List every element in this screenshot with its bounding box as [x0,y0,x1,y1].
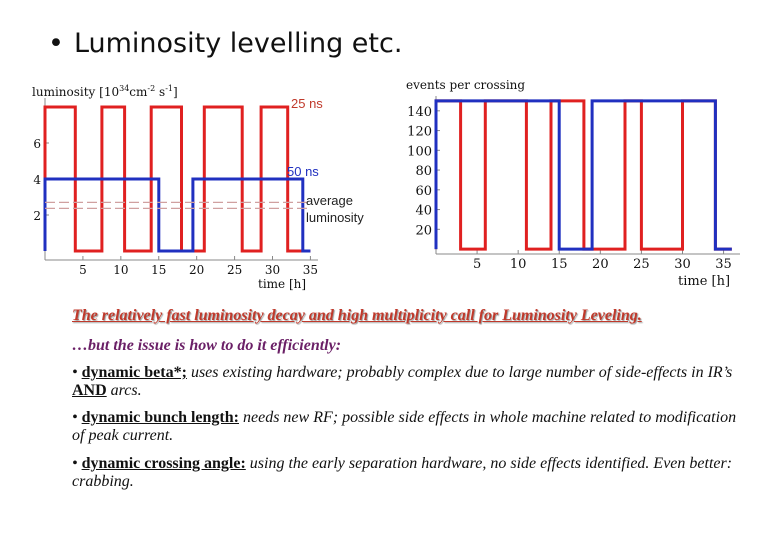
series-50-ns [434,99,732,251]
x-tick-label: 5 [473,257,481,272]
note-item-beta: • dynamic beta*; uses existing hardware;… [72,364,733,399]
y-tick-label: 120 [407,125,432,140]
x-tick-label: 30 [674,257,691,272]
notes-subline: …but the issue is how to do it efficient… [72,337,342,354]
luminosity-chart: luminosity [1034cm-2 s-1] time [h] 5 10 15… [32,84,318,291]
y-tick-label: 40 [415,204,432,219]
chart1-xlabel: time [h] [258,277,306,291]
series-50-ns [43,177,311,253]
x-tick-label: 10 [113,263,128,277]
y-tick-label: 100 [407,144,432,159]
title-bullet: • [48,28,64,59]
y-tick-label: 6 [33,137,41,151]
y-tick-label: 4 [33,173,41,187]
y-tick-label: 140 [407,105,432,120]
series-25-ns [43,105,311,253]
x-tick-label: 25 [633,257,650,272]
events-chart: events per crossing time [h] 5 10 15 20 25 30… [406,78,740,289]
label-average-luminosity: average luminosity [306,193,364,225]
x-tick-label: 20 [592,257,609,272]
chart1-ylabel: luminosity [1034cm-2 s-1] [32,84,178,99]
note-item-crossing-angle: • dynamic crossing angle: using the earl… [72,455,733,490]
note-item-bunch-length: • dynamic bunch length: needs new RF; po… [72,409,737,444]
y-tick-label: 20 [415,223,432,238]
note-key-bunch-length: dynamic bunch length: [81,409,239,426]
x-tick-label: 15 [151,263,166,277]
label-25ns: 25 ns [291,96,323,111]
x-tick-label: 35 [303,263,318,277]
x-tick-label: 30 [265,263,280,277]
note-emph-and: AND [72,382,107,399]
x-tick-label: 20 [189,263,204,277]
chart2-ylabel: events per crossing [406,78,525,92]
series-25-ns [434,99,732,251]
title-text: Luminosity levelling etc. [73,28,403,59]
y-tick-label: 80 [415,164,432,179]
x-tick-label: 10 [510,257,527,272]
x-tick-label: 25 [227,263,242,277]
y-tick-label: 60 [415,184,432,199]
x-tick-label: 35 [715,257,732,272]
notes-headline: The relatively fast luminosity decay and… [72,307,642,324]
x-tick-label: 5 [79,263,87,277]
slide-title: • Luminosity levelling etc. [48,28,402,59]
y-tick-label: 2 [33,209,41,223]
note-key-beta: dynamic beta*; [81,364,187,381]
x-tick-label: 15 [551,257,568,272]
chart2-xlabel: time [h] [678,274,730,289]
label-50ns: 50 ns [287,164,319,179]
note-key-crossing-angle: dynamic crossing angle: [81,455,246,472]
